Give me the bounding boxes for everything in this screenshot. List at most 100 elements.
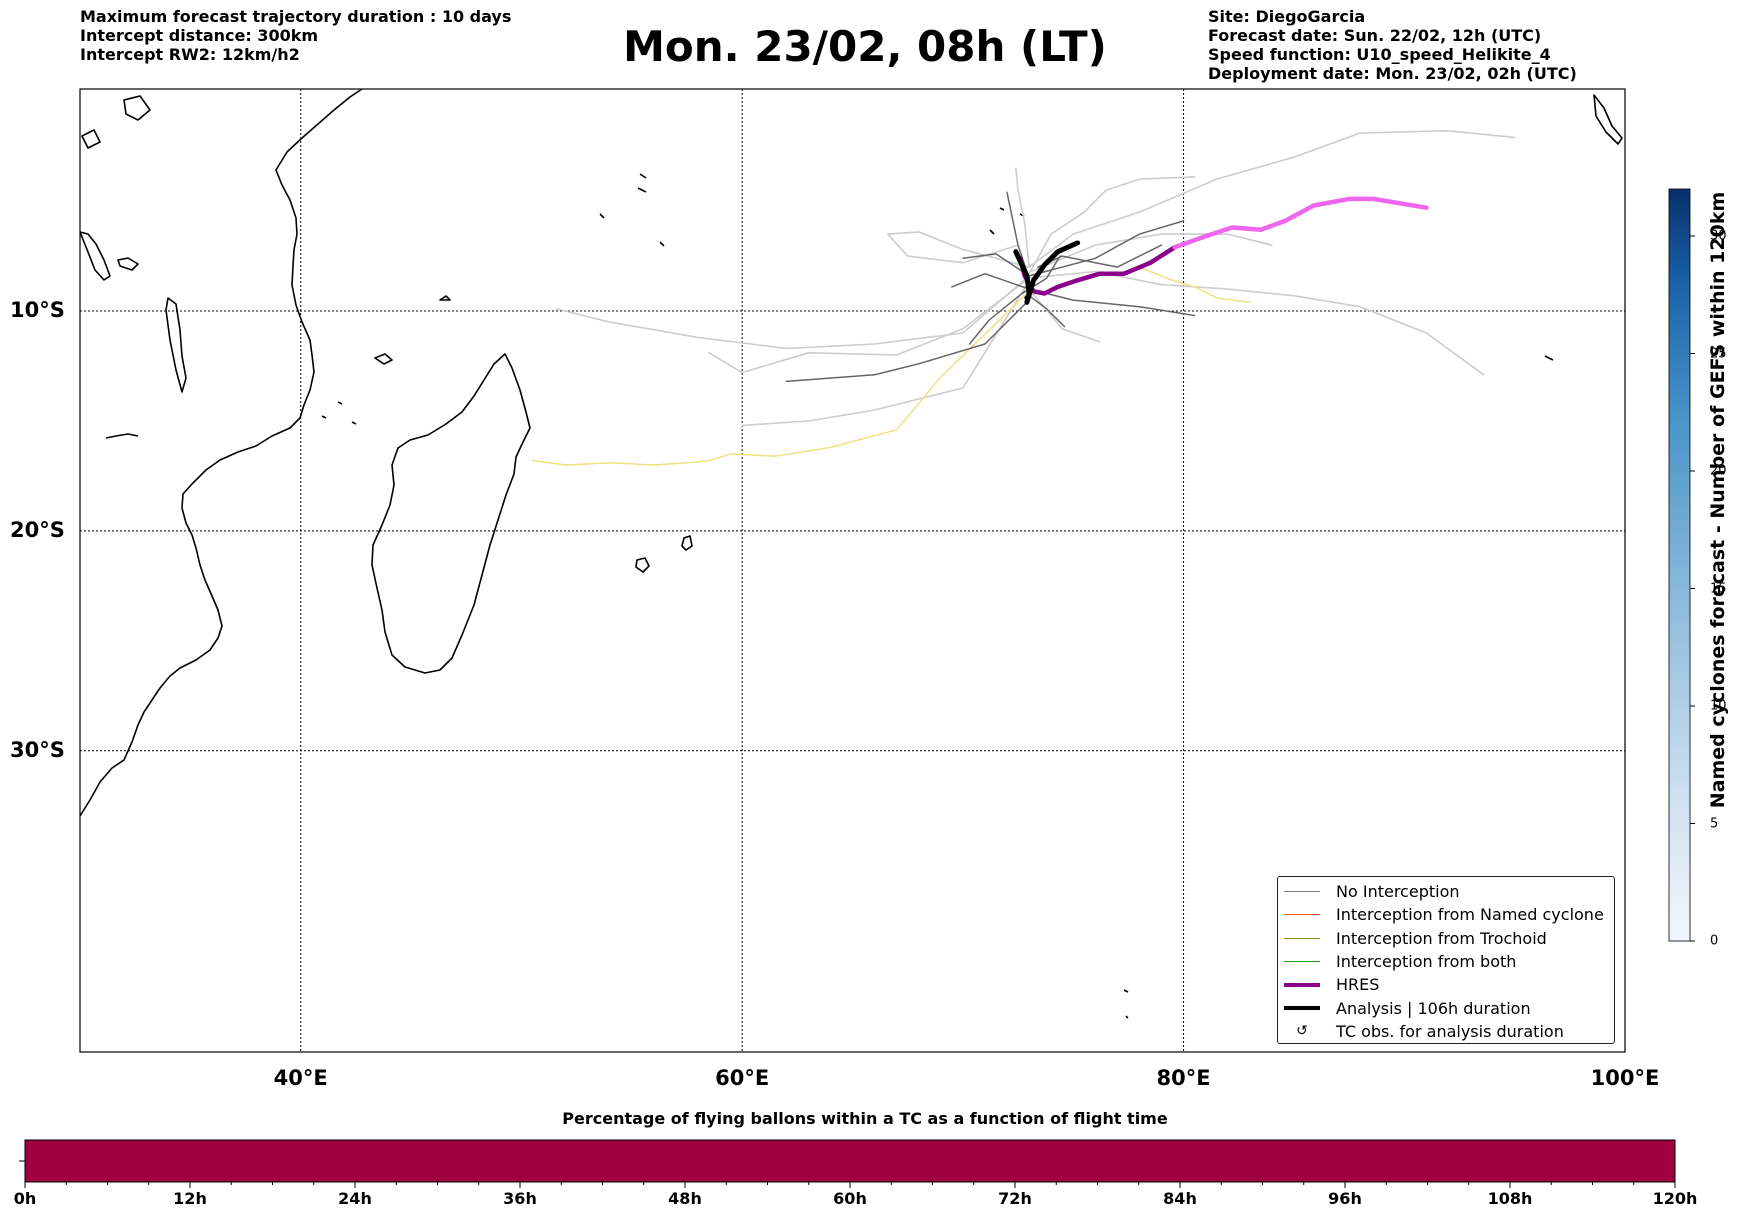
lon-tick-label: 80°E	[1156, 1066, 1211, 1090]
flight-time-tick-label: 108h	[1487, 1189, 1533, 1208]
colorbar-tick-label: 25	[1710, 346, 1727, 361]
ensemble-track-light	[886, 231, 1030, 268]
ensemble-dark-tracks	[785, 191, 1196, 383]
lon-tick-label: 100°E	[1590, 1066, 1660, 1090]
flight-time-tick-label: 84h	[1163, 1189, 1197, 1208]
ensemble-track-dark	[785, 299, 1030, 383]
flight-time-tick-label: 60h	[833, 1189, 867, 1208]
amsterdam-islands	[1123, 989, 1129, 1019]
site-text: Site: DiegoGarcia	[1208, 7, 1366, 26]
intercept-rw2-text: Intercept RW2: 12km/h2	[80, 45, 300, 64]
legend-swatch	[1284, 891, 1320, 893]
ensemble-track-dark	[1028, 288, 1196, 317]
flight-time-tick-label: 96h	[1328, 1189, 1362, 1208]
colorbar	[1668, 188, 1695, 942]
flight-time-tick-label: 24h	[338, 1189, 372, 1208]
africa-coastline	[80, 89, 363, 817]
lake-victoria	[165, 297, 187, 393]
tc-obs-legend-marker: ↺	[1296, 1023, 1308, 1040]
legend-swatch	[1284, 1006, 1320, 1011]
legend-item: HRES	[1284, 973, 1608, 996]
speed-function-text: Speed function: U10_speed_Helikite_4	[1208, 45, 1551, 64]
legend-label: Interception from Trochoid	[1336, 928, 1547, 948]
lat-tick-label: 30°S	[10, 737, 65, 762]
arabian-islands	[81, 95, 151, 149]
colorbar-tick-label: 5	[1710, 816, 1719, 831]
deployment-date-text: Deployment date: Mon. 23/02, 02h (UTC)	[1208, 64, 1577, 83]
colorbar-tick-label: 15	[1710, 581, 1727, 596]
flight-time-tick-label: 36h	[503, 1189, 537, 1208]
colorbar-tick-marks	[1690, 235, 1695, 942]
colorbar-tick-label: 10	[1710, 698, 1727, 714]
legend-item: Interception from Trochoid	[1284, 927, 1608, 950]
legend: No Interception Interception from Named c…	[1277, 876, 1615, 1044]
trochoid-track	[1138, 266, 1251, 303]
gridlines	[80, 89, 1625, 1052]
legend-item: Interception from both	[1284, 950, 1608, 973]
legend-swatch	[1284, 961, 1320, 963]
flight-time-tick-label: 72h	[998, 1189, 1032, 1208]
header-left-info: Maximum forecast trajectory duration : 1…	[80, 7, 511, 64]
flight-time-tick-label: 12h	[173, 1189, 207, 1208]
lon-tick-label: 60°E	[715, 1066, 770, 1090]
maldives-islands	[599, 173, 665, 247]
small-islands-east	[1544, 94, 1623, 361]
lat-tick-label: 20°S	[10, 517, 65, 542]
legend-label: HRES	[1336, 975, 1380, 995]
ensemble-track-light	[555, 275, 1030, 350]
intercept-distance-text: Intercept distance: 300km	[80, 26, 319, 45]
legend-item: Analysis | 106h duration	[1284, 996, 1608, 1019]
ensemble-track-dark	[1028, 294, 1066, 328]
ensemble-track-light	[1028, 130, 1516, 268]
legend-item: No Interception	[1284, 880, 1608, 903]
ensemble-track-dark	[962, 253, 1030, 277]
hres-analysis-tracks	[1013, 196, 1429, 305]
lake-malawi	[105, 433, 139, 439]
colorbar-gradient	[1668, 188, 1691, 942]
flight-time-tick-label: 0h	[13, 1189, 37, 1208]
colorbar-title: Named cyclones forecast - Number of GEFS…	[1707, 191, 1729, 809]
legend-label: No Interception	[1336, 882, 1460, 902]
flight-time-bar-fill	[24, 1139, 1676, 1183]
flight-time-tick-label: 120h	[1652, 1189, 1698, 1208]
analysis-track	[1013, 240, 1081, 305]
mauritius-island	[681, 535, 693, 551]
legend-swatch	[1284, 914, 1320, 916]
colorbar-tick-label: 30	[1710, 228, 1727, 244]
ensemble-track-dark	[951, 272, 1030, 290]
ensemble-track-light	[1028, 288, 1101, 343]
legend-item: Interception from Named cyclone	[1284, 903, 1608, 926]
lon-tick-label: 40°E	[273, 1066, 328, 1090]
legend-label: Interception from both	[1336, 952, 1517, 972]
comoros-islands	[321, 401, 357, 425]
socotra-island	[117, 257, 139, 271]
legend-swatch	[1284, 982, 1320, 987]
forecast-date-text: Forecast date: Sun. 22/02, 12h (UTC)	[1208, 26, 1542, 45]
max-trajectory-duration-text: Maximum forecast trajectory duration : 1…	[80, 7, 512, 26]
ensemble-track-light	[708, 277, 1030, 374]
legend-label: Analysis | 106h duration	[1336, 998, 1531, 1018]
colorbar-tick-label: 0	[1710, 933, 1719, 949]
flight-time-bar	[19, 1139, 1676, 1188]
lat-tick-label: 10°S	[10, 298, 65, 323]
ensemble-track-light	[741, 283, 1028, 427]
ensemble-track-light	[1014, 167, 1030, 268]
tc-observation-markers	[1024, 295, 1030, 301]
trochoid-track	[531, 292, 1028, 466]
trochoid-tracks	[531, 266, 1251, 466]
ensemble-track-light	[1028, 176, 1196, 275]
colorbar-tick-label: 20	[1710, 463, 1727, 479]
chart-title: Mon. 23/02, 08h (LT)	[623, 22, 1107, 71]
legend-label: TC obs. for analysis duration	[1336, 1021, 1564, 1041]
tc-obs-marker	[1024, 295, 1030, 301]
africa-north-coast	[80, 231, 111, 281]
hres-track	[1172, 196, 1429, 250]
ensemble-track-dark	[1028, 220, 1185, 277]
coastlines	[80, 89, 1623, 1019]
flight-time-tick-marks	[24, 1182, 1676, 1188]
legend-label: Interception from Named cyclone	[1336, 905, 1604, 925]
flight-time-title: Percentage of flying ballons within a TC…	[562, 1109, 1168, 1128]
seychelles-islands	[374, 295, 451, 365]
madagascar-coastline	[371, 353, 531, 674]
legend-swatch	[1284, 937, 1320, 939]
